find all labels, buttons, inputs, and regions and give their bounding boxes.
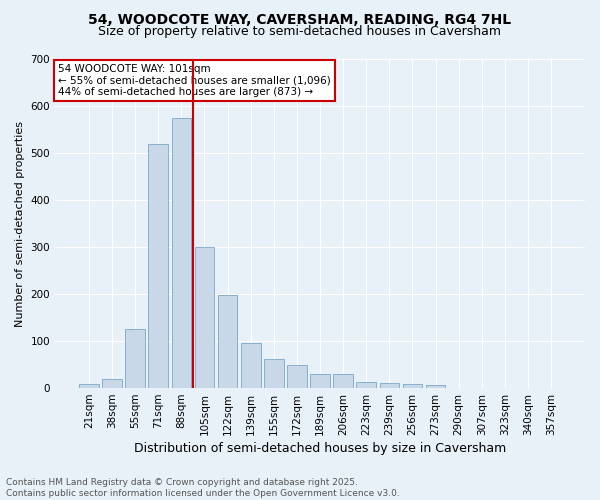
Bar <box>148 144 168 388</box>
Text: Size of property relative to semi-detached houses in Caversham: Size of property relative to semi-detach… <box>98 25 502 38</box>
Bar <box>79 384 99 388</box>
Text: 54 WOODCOTE WAY: 101sqm
← 55% of semi-detached houses are smaller (1,096)
44% of: 54 WOODCOTE WAY: 101sqm ← 55% of semi-de… <box>58 64 331 97</box>
Bar <box>125 330 145 388</box>
Bar <box>356 382 376 388</box>
Bar <box>334 374 353 388</box>
Bar <box>218 296 238 388</box>
Bar <box>426 385 445 388</box>
Bar <box>287 364 307 388</box>
Text: 54, WOODCOTE WAY, CAVERSHAM, READING, RG4 7HL: 54, WOODCOTE WAY, CAVERSHAM, READING, RG… <box>88 12 512 26</box>
Bar <box>241 344 260 388</box>
X-axis label: Distribution of semi-detached houses by size in Caversham: Distribution of semi-detached houses by … <box>134 442 506 455</box>
Bar <box>194 247 214 388</box>
Y-axis label: Number of semi-detached properties: Number of semi-detached properties <box>15 120 25 326</box>
Bar <box>172 118 191 388</box>
Bar <box>310 374 330 388</box>
Bar <box>380 384 399 388</box>
Bar <box>102 378 122 388</box>
Text: Contains HM Land Registry data © Crown copyright and database right 2025.
Contai: Contains HM Land Registry data © Crown c… <box>6 478 400 498</box>
Bar <box>403 384 422 388</box>
Bar <box>264 359 284 388</box>
